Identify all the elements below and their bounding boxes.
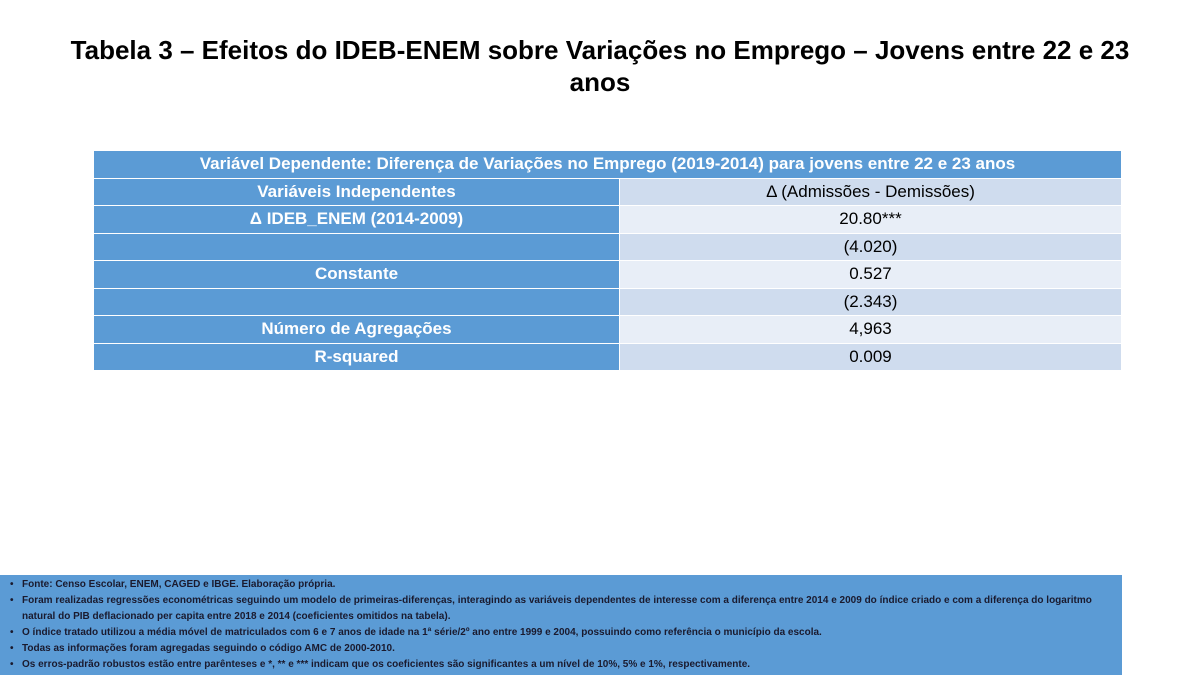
footnote: Fonte: Censo Escolar, ENEM, CAGED e IBGE… [10,577,1114,593]
footnote: Todas as informações foram agregadas seg… [10,641,1114,657]
table-row: Número de Agregações 4,963 [93,315,1122,344]
row-label [93,232,620,261]
row-value: 0.527 [619,260,1122,289]
row-label [93,287,620,316]
row-value: 20.80*** [619,205,1122,234]
footnotes-box: Fonte: Censo Escolar, ENEM, CAGED e IBGE… [0,575,1122,675]
row-label: R-squared [93,342,620,371]
table-caption: Variável Dependente: Diferença de Variaç… [93,150,1122,179]
slide-title: Tabela 3 – Efeitos do IDEB-ENEM sobre Va… [70,35,1130,97]
table-row: (4.020) [93,232,1122,261]
table-row: Δ IDEB_ENEM (2014-2009) 20.80*** [93,205,1122,234]
header-delta: Δ (Admissões - Demissões) [619,177,1122,206]
row-value: 4,963 [619,315,1122,344]
results-table: Variável Dependente: Diferença de Variaç… [93,150,1122,371]
header-variables: Variáveis Independentes [93,177,620,206]
row-label: Δ IDEB_ENEM (2014-2009) [93,205,620,234]
table-row: (2.343) [93,287,1122,316]
footnote: Os erros-padrão robustos estão entre par… [10,657,1114,673]
footnote: Foram realizadas regressões econométrica… [10,593,1114,625]
row-label: Constante [93,260,620,289]
row-value: 0.009 [619,342,1122,371]
row-value: (4.020) [619,232,1122,261]
footnote: O índice tratado utilizou a média móvel … [10,625,1114,641]
table-row: R-squared 0.009 [93,342,1122,371]
table-row: Constante 0.527 [93,260,1122,289]
row-value: (2.343) [619,287,1122,316]
row-label: Número de Agregações [93,315,620,344]
